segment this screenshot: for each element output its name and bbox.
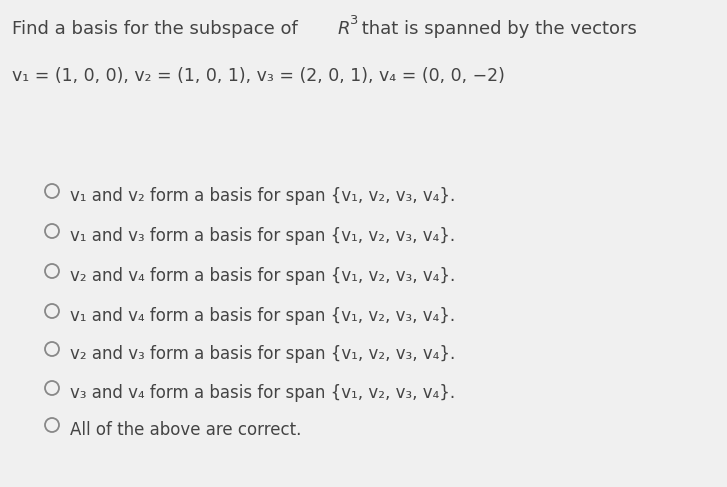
Text: v₃ and v₄ form a basis for span {v₁, v₂, v₃, v₄}.: v₃ and v₄ form a basis for span {v₁, v₂,… (70, 384, 455, 402)
Text: v₁ = (1, 0, 0), v₂ = (1, 0, 1), v₃ = (2, 0, 1), v₄ = (0, 0, −2): v₁ = (1, 0, 0), v₂ = (1, 0, 1), v₃ = (2,… (12, 67, 505, 85)
Text: that is spanned by the vectors: that is spanned by the vectors (356, 20, 637, 38)
Text: v₂ and v₃ form a basis for span {v₁, v₂, v₃, v₄}.: v₂ and v₃ form a basis for span {v₁, v₂,… (70, 345, 455, 363)
Text: 3: 3 (349, 14, 357, 27)
Text: $R$: $R$ (337, 20, 350, 38)
Text: v₁ and v₂ form a basis for span {v₁, v₂, v₃, v₄}.: v₁ and v₂ form a basis for span {v₁, v₂,… (70, 187, 455, 205)
Text: All of the above are correct.: All of the above are correct. (70, 421, 302, 439)
Text: v₁ and v₄ form a basis for span {v₁, v₂, v₃, v₄}.: v₁ and v₄ form a basis for span {v₁, v₂,… (70, 307, 455, 325)
Text: v₂ and v₄ form a basis for span {v₁, v₂, v₃, v₄}.: v₂ and v₄ form a basis for span {v₁, v₂,… (70, 267, 455, 285)
Text: Find a basis for the subspace of: Find a basis for the subspace of (12, 20, 303, 38)
Text: v₁ and v₃ form a basis for span {v₁, v₂, v₃, v₄}.: v₁ and v₃ form a basis for span {v₁, v₂,… (70, 227, 455, 245)
